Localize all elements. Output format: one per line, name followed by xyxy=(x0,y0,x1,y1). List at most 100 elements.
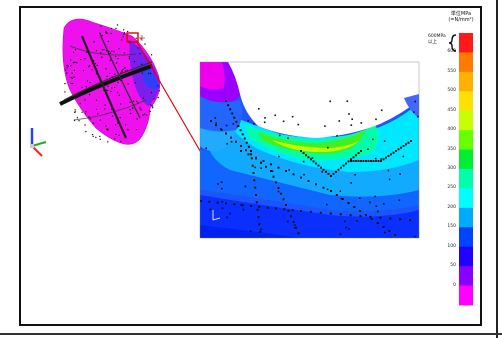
mesh-node xyxy=(242,208,245,211)
mesh-node xyxy=(109,59,112,61)
mesh-node xyxy=(113,50,115,53)
mesh-node xyxy=(250,157,253,160)
mesh-node xyxy=(370,218,373,220)
mesh-node xyxy=(352,160,355,162)
mesh-node xyxy=(233,116,236,119)
mesh-node xyxy=(136,100,138,103)
mesh-node xyxy=(101,34,104,37)
mesh-node xyxy=(151,105,154,107)
mesh-node xyxy=(402,145,405,147)
mesh-node xyxy=(127,30,129,33)
legend-tick-label: 0 xyxy=(453,282,456,288)
mesh-node xyxy=(76,117,79,119)
mesh-node xyxy=(247,153,250,156)
mesh-node xyxy=(321,171,323,173)
mesh-node xyxy=(153,98,155,100)
mesh-node xyxy=(99,135,101,138)
mesh-node xyxy=(384,231,386,234)
mesh-node xyxy=(88,116,90,118)
mesh-node xyxy=(370,160,372,162)
mesh-node xyxy=(278,155,280,158)
mesh-node xyxy=(88,65,90,68)
mesh-node xyxy=(287,209,290,212)
mesh-node xyxy=(372,138,374,141)
mesh-node xyxy=(410,140,412,142)
mesh-node xyxy=(291,209,294,212)
mesh-node xyxy=(330,175,332,177)
mesh-node xyxy=(111,76,113,78)
mesh-node xyxy=(111,108,113,110)
mesh-node xyxy=(392,151,395,154)
mesh-node xyxy=(217,183,219,185)
mesh-node xyxy=(347,202,350,204)
mesh-node xyxy=(266,206,269,209)
mesh-node xyxy=(257,216,260,218)
mesh-node xyxy=(258,223,261,226)
mesh-node xyxy=(70,76,72,79)
mesh-node xyxy=(105,84,108,86)
mesh-node xyxy=(340,166,342,169)
page-edge-bottom xyxy=(0,333,502,335)
mesh-node xyxy=(208,200,211,203)
mesh-node xyxy=(382,226,385,228)
mesh-node xyxy=(106,89,109,92)
mesh-node xyxy=(78,120,80,122)
mesh-node xyxy=(110,90,112,93)
mesh-node xyxy=(118,48,120,50)
mesh-node xyxy=(95,50,98,52)
mesh-node xyxy=(387,169,390,172)
mesh-node xyxy=(374,157,377,160)
mesh-node xyxy=(107,85,109,87)
mesh-node xyxy=(240,145,242,147)
mesh-node xyxy=(84,99,86,101)
legend-caption-line2: 以上 xyxy=(428,39,437,45)
mesh-node xyxy=(157,96,159,99)
mesh-node xyxy=(258,205,261,208)
mesh-node xyxy=(413,111,415,113)
mesh-node xyxy=(258,108,260,110)
mesh-node xyxy=(275,181,277,184)
mesh-node xyxy=(330,190,332,192)
mesh-node xyxy=(226,216,228,219)
mesh-node xyxy=(210,120,212,122)
mesh-node xyxy=(365,160,367,162)
mesh-node xyxy=(225,100,227,102)
mesh-node xyxy=(116,91,119,94)
mesh-node xyxy=(105,30,107,33)
mesh-node xyxy=(332,172,335,175)
mesh-node xyxy=(127,83,129,85)
mesh-node xyxy=(342,164,345,167)
mesh-node xyxy=(397,148,400,151)
mesh-node xyxy=(105,68,107,70)
mesh-node xyxy=(288,169,290,171)
mesh-node xyxy=(93,41,95,43)
mesh-node xyxy=(72,51,75,53)
mesh-node xyxy=(260,228,262,230)
mesh-node xyxy=(101,56,103,58)
mesh-node xyxy=(277,166,280,169)
mesh-node xyxy=(243,137,246,140)
mesh-node xyxy=(235,120,238,123)
leader-line xyxy=(136,41,204,157)
mesh-node xyxy=(106,112,108,115)
legend-swatch xyxy=(459,130,473,150)
mesh-node xyxy=(74,109,76,111)
mesh-node xyxy=(124,124,127,126)
mesh-node xyxy=(72,62,75,64)
legend-caption-line1: 600MPa xyxy=(428,34,446,39)
mesh-node xyxy=(105,50,108,52)
mesh-node xyxy=(405,143,407,146)
mesh-node xyxy=(360,150,362,152)
mesh-node xyxy=(322,168,325,171)
mesh-node xyxy=(326,203,328,206)
mesh-node xyxy=(380,158,382,160)
mesh-node xyxy=(260,161,262,164)
mesh-node xyxy=(76,62,78,64)
mesh-node xyxy=(97,113,99,115)
mesh-node xyxy=(360,160,362,162)
mesh-node xyxy=(123,32,126,34)
mesh-node xyxy=(253,179,256,182)
figure-frame xyxy=(19,6,482,326)
mesh-node xyxy=(111,115,114,117)
mesh-node xyxy=(105,125,107,127)
